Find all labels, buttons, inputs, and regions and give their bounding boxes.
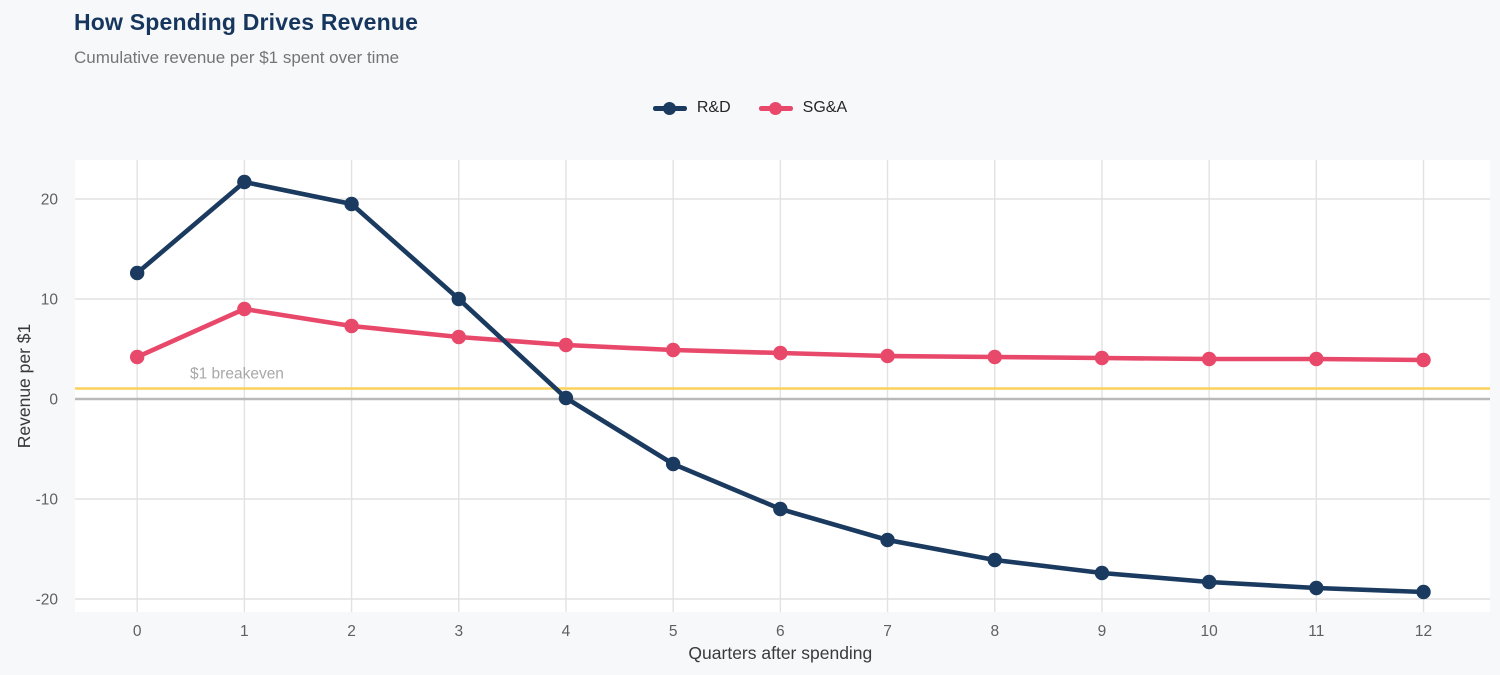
x-tick-label: 7: [883, 623, 892, 640]
data-point: [665, 456, 681, 472]
data-point: [129, 265, 145, 281]
data-point: [773, 345, 788, 361]
data-point: [987, 552, 1002, 568]
data-point: [880, 348, 895, 364]
data-point: [1094, 350, 1110, 366]
y-tick-label: -10: [36, 492, 59, 509]
x-tick-label: 6: [776, 623, 785, 640]
data-point: [773, 501, 788, 517]
data-point: [344, 318, 359, 334]
data-point: [1416, 584, 1431, 600]
breakeven-label: $1 breakeven: [190, 366, 284, 383]
data-point: [558, 337, 574, 353]
data-point: [1201, 574, 1217, 590]
chart-subtitle: Cumulative revenue per $1 spent over tim…: [74, 48, 400, 67]
data-point: [558, 390, 574, 406]
legend-item-1[interactable]: SG&A: [758, 99, 848, 117]
data-point: [1416, 352, 1431, 368]
legend-marker-icon: [758, 101, 793, 115]
data-point: [1094, 565, 1110, 581]
data-point: [1309, 580, 1324, 596]
x-tick-label: 8: [990, 623, 999, 640]
data-point: [344, 196, 359, 212]
x-tick-label: 4: [562, 623, 571, 640]
y-tick-label: 20: [41, 192, 59, 209]
x-tick-label: 3: [454, 623, 463, 640]
chart-title: How Spending Drives Revenue: [74, 9, 419, 35]
x-axis-title: Quarters after spending: [688, 643, 872, 663]
data-point: [1201, 351, 1217, 367]
x-tick-label: 5: [669, 623, 678, 640]
data-point: [665, 342, 681, 358]
legend: R&D SG&A: [0, 99, 1500, 117]
y-tick-label: -20: [36, 592, 59, 609]
data-point: [880, 532, 895, 548]
x-tick-label: 1: [240, 623, 249, 640]
y-tick-label: 10: [41, 292, 59, 309]
legend-dot-icon: [769, 101, 783, 115]
legend-label: R&D: [696, 99, 731, 116]
plot-area: [75, 160, 1490, 612]
y-axis-title: Revenue per $1: [14, 324, 34, 449]
data-point: [987, 349, 1002, 365]
legend-marker-icon: [652, 101, 687, 115]
data-point: [129, 349, 145, 365]
x-tick-label: 0: [133, 623, 142, 640]
x-tick-label: 12: [1415, 623, 1432, 640]
data-point: [237, 174, 252, 190]
data-point: [451, 329, 466, 345]
x-tick-label: 9: [1098, 623, 1107, 640]
legend-label: SG&A: [802, 99, 848, 116]
legend-dot-icon: [663, 101, 677, 115]
data-point: [237, 301, 252, 317]
x-tick-label: 11: [1308, 623, 1324, 640]
x-tick-label: 2: [347, 623, 356, 640]
x-tick-label: 10: [1201, 623, 1219, 640]
data-point: [451, 291, 466, 307]
legend-item-0[interactable]: R&D: [652, 99, 731, 117]
y-tick-label: 0: [49, 392, 58, 409]
data-point: [1309, 351, 1324, 367]
